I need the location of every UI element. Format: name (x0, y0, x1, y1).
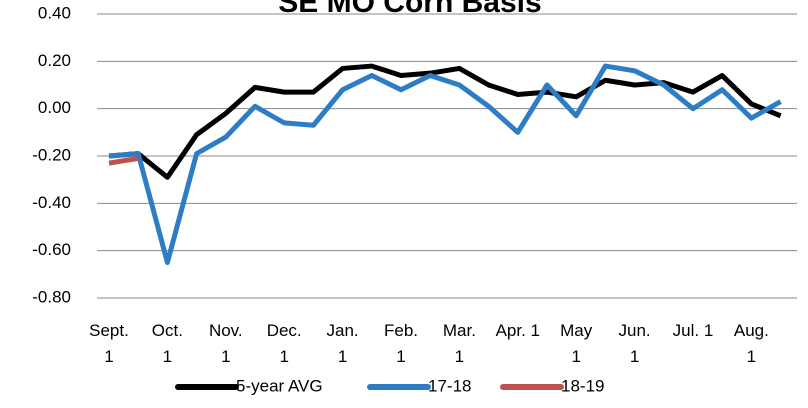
y-tick-label: -0.20 (32, 145, 71, 164)
legend-label: 17-18 (428, 376, 471, 395)
x-tick-label: Feb. 1 (383, 321, 419, 366)
line-series (108, 155, 139, 166)
y-tick-label: 0.00 (38, 98, 71, 117)
line-series (108, 63, 782, 265)
y-tick-label: -0.40 (32, 193, 71, 212)
y-tick-label: -0.60 (32, 240, 71, 259)
x-tick-label: Nov. 1 (208, 321, 243, 366)
x-tick-label: Oct. 1 (151, 321, 183, 366)
x-tick-label: Jun. 1 (618, 321, 651, 366)
x-tick-label: Sept. 1 (89, 321, 129, 366)
chart-title: SE MO Corn Basis (278, 0, 541, 19)
x-tick-label: Jul. 1 (672, 321, 714, 340)
x-tick-label: Aug. 1 (733, 321, 769, 366)
line-series (108, 63, 782, 180)
y-tick-label: 0.40 (38, 3, 71, 22)
x-tick-label: Apr. 1 (495, 321, 540, 340)
y-tick-label: -0.80 (32, 287, 71, 306)
legend-label: 5-year AVG (236, 376, 323, 395)
x-tick-label: May 1 (560, 321, 593, 366)
y-tick-label: 0.20 (38, 51, 71, 70)
x-tick-label: Mar. 1 (442, 321, 476, 366)
legend-label: 18-19 (561, 376, 604, 395)
x-tick-label: Dec. 1 (266, 321, 302, 366)
x-tick-label: Jan. 1 (326, 321, 359, 366)
